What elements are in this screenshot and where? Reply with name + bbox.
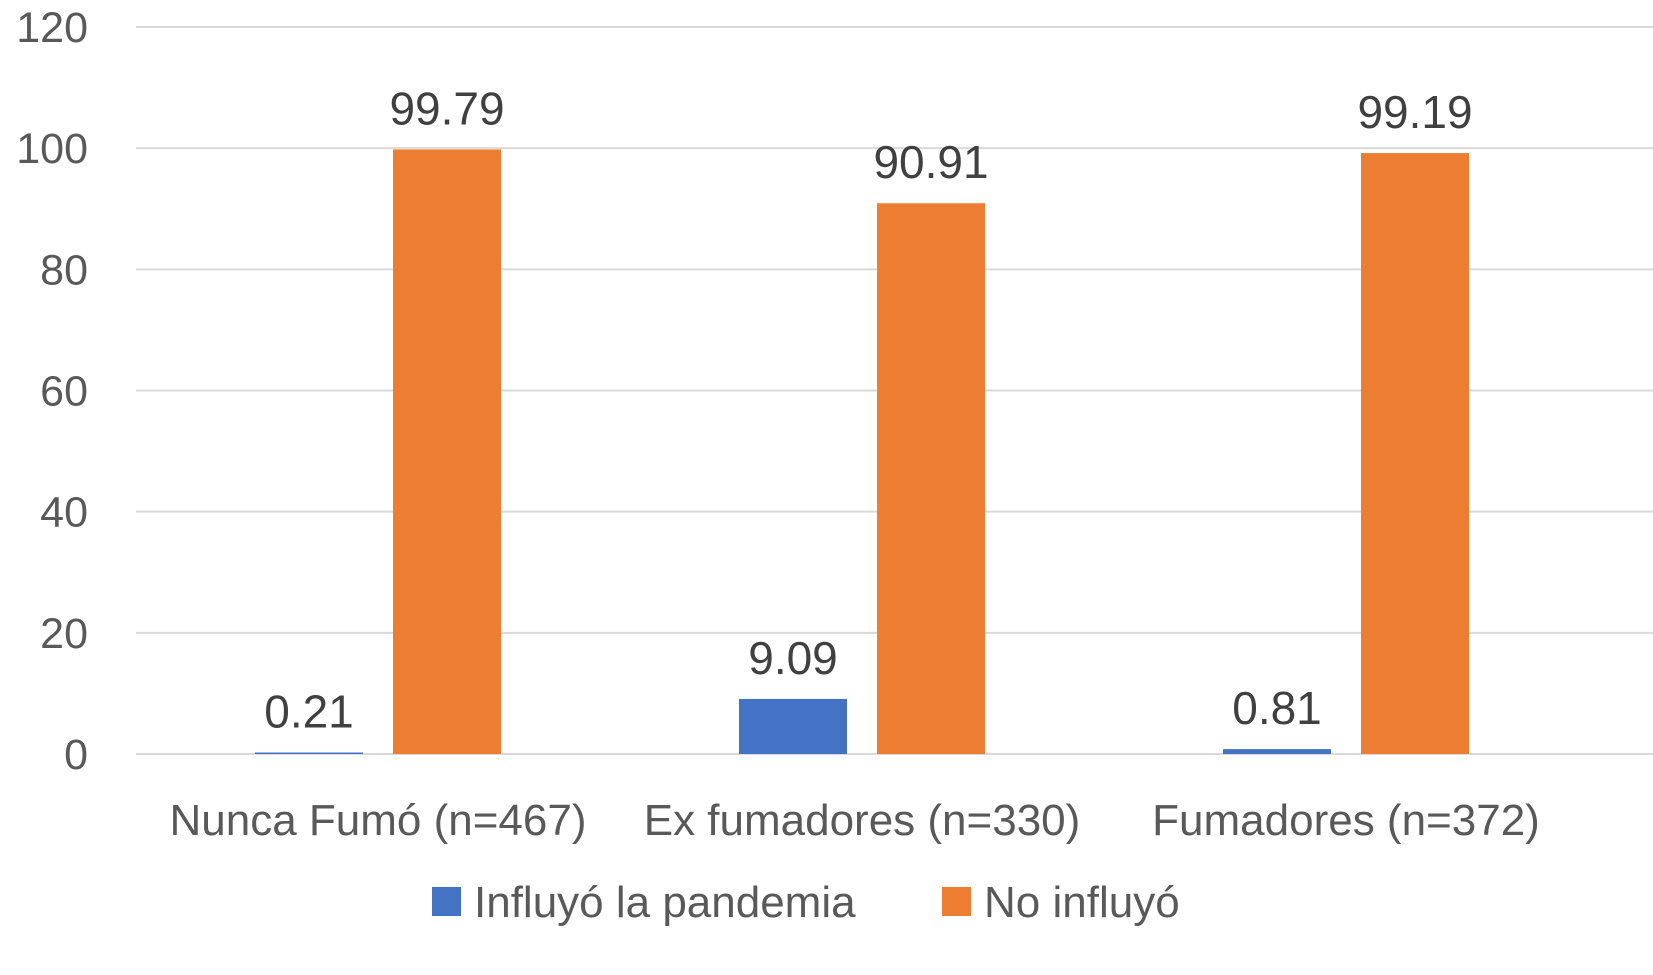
category-label-2: Fumadores (n=372): [1152, 796, 1540, 845]
category-label-0: Nunca Fumó (n=467): [170, 796, 587, 845]
bar-series-0-cat-1: [739, 698, 847, 754]
data-label-series-0-cat-1: 9.09: [748, 632, 838, 684]
y-tick-label-40: 40: [40, 489, 88, 537]
data-label-series-0-cat-2: 0.81: [1232, 682, 1322, 734]
y-tick-label-20: 20: [40, 610, 88, 658]
bar-series-1-cat-0: [393, 149, 501, 755]
bars: [255, 149, 1469, 755]
category-label-1: Ex fumadores (n=330): [644, 796, 1081, 845]
legend-swatch-series-0: [432, 887, 461, 916]
data-labels: 0.21 99.79 9.09 90.91 0.81 99.19: [264, 82, 1472, 737]
legend-swatch-series-1: [942, 887, 971, 916]
y-tick-label-120: 120: [16, 4, 88, 52]
data-label-series-1-cat-2: 99.19: [1357, 86, 1472, 138]
y-tick-label-60: 60: [40, 368, 88, 416]
bar-series-1-cat-2: [1361, 153, 1469, 754]
y-axis-tick-labels: 0 20 40 60 80 100 120: [16, 4, 88, 779]
y-tick-label-80: 80: [40, 246, 88, 294]
x-axis-category-labels: Nunca Fumó (n=467) Ex fumadores (n=330) Fu…: [170, 796, 1540, 845]
data-label-series-1-cat-1: 90.91: [873, 136, 988, 188]
legend-label-series-0: Influyó la pandemia: [474, 878, 856, 927]
bar-series-1-cat-1: [877, 203, 985, 754]
y-tick-label-100: 100: [16, 125, 88, 173]
bar-series-0-cat-0: [255, 752, 363, 754]
legend: Influyó la pandemia No influyó: [432, 878, 1180, 927]
bar-series-0-cat-2: [1223, 749, 1331, 754]
data-label-series-1-cat-0: 99.79: [389, 82, 504, 134]
data-label-series-0-cat-0: 0.21: [264, 686, 354, 738]
y-tick-label-0: 0: [64, 731, 88, 779]
legend-label-series-1: No influyó: [984, 878, 1180, 927]
